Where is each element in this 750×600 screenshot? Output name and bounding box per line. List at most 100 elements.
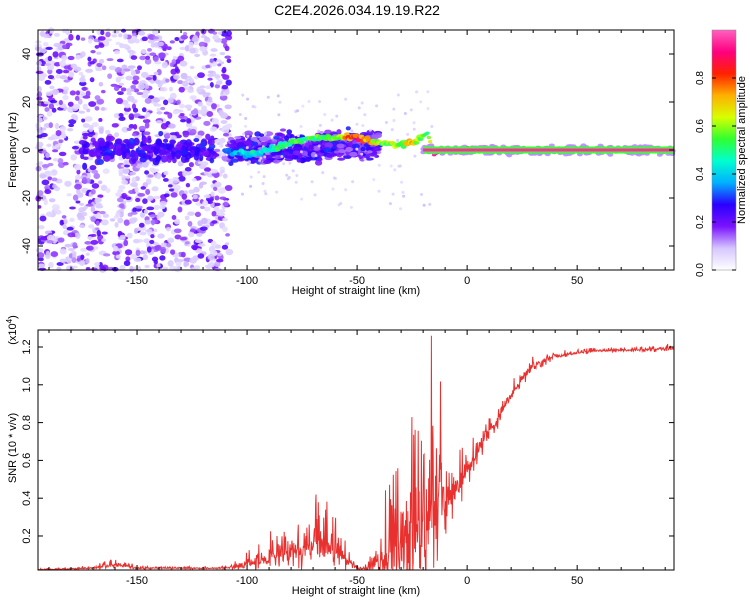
spectrogram-cell [244, 124, 248, 128]
spectrogram-cell [159, 86, 168, 92]
spectrogram-cell [136, 91, 144, 96]
spectrogram-cell [137, 152, 145, 158]
spectrogram-cell [119, 234, 126, 239]
spectrogram-cell [131, 133, 137, 137]
spectrogram-cell [314, 154, 318, 158]
spectrogram-cell [145, 77, 153, 81]
spectrogram-cell [133, 113, 141, 117]
spectrogram-cell [98, 140, 107, 147]
spectrogram-cell [368, 128, 372, 132]
spectrogram-cell [39, 31, 46, 37]
spectrogram-cell [179, 60, 188, 67]
spectrogram-cell [94, 198, 100, 204]
spectrogram-cell [100, 30, 105, 36]
spectrogram-cell [170, 192, 178, 198]
spectrogram-cell [200, 205, 205, 210]
spectrogram-cell [61, 133, 67, 139]
spectrogram-cell [178, 86, 185, 93]
spectrogram-cell [51, 88, 59, 95]
spectrogram-cell [48, 198, 56, 203]
spectrogram-cell [133, 227, 139, 235]
spectrogram-cell [43, 42, 49, 47]
spectrogram-cell [211, 126, 218, 131]
spectrogram-cell [321, 171, 325, 175]
spectrogram-cell [126, 92, 132, 96]
spectrogram-cell [168, 123, 176, 129]
spectrogram-cell [400, 180, 404, 184]
spectrogram-cell [139, 231, 147, 236]
spectrogram-cell [300, 197, 304, 201]
spectrogram-cell [243, 140, 252, 146]
spectrogram-cell [345, 147, 353, 152]
spectrogram-cell [100, 184, 108, 191]
spectrogram-cell [212, 31, 218, 35]
spectrogram-cell [258, 159, 262, 163]
spectrogram-cell [244, 117, 248, 121]
spectrogram-cell [285, 173, 289, 177]
spectrogram-cell [260, 141, 268, 147]
spectrogram-cell [215, 80, 223, 85]
spectrogram-cell [53, 32, 60, 37]
spectrogram-cell [257, 170, 261, 174]
spectrogram-cell [214, 261, 221, 268]
spectrogram-cell [207, 77, 213, 81]
spectrogram-cell [97, 194, 104, 198]
snr-xtick-label: -100 [236, 575, 258, 587]
spectrogram-cell [179, 236, 188, 241]
spectrogram-cell [123, 33, 128, 40]
spectrogram-cell [154, 103, 162, 107]
spectrogram-cell [130, 55, 138, 60]
spectrogram-cell [80, 153, 85, 160]
spectrogram-cell [317, 129, 321, 133]
spectrogram-cell [72, 194, 79, 201]
spectrogram-cell [198, 41, 206, 48]
spectrogram-cell [344, 97, 348, 101]
spectrogram-xlabel: Height of straight line (km) [292, 285, 420, 297]
spectrogram-cell [50, 251, 59, 258]
spectrogram-cell [113, 50, 121, 55]
spectrogram-cell [144, 122, 150, 129]
spectrogram-cell [85, 68, 94, 73]
spectrogram-cell [120, 87, 127, 92]
spectrogram-cell [116, 58, 124, 63]
spectrogram-cell [117, 33, 123, 38]
spectrogram-cell [107, 73, 113, 79]
spectrogram-cell [47, 176, 53, 181]
spectrogram-cell [131, 79, 139, 85]
spectrogram-cell [167, 178, 174, 185]
spectrogram-cell [105, 188, 111, 194]
spectrogram-cell [75, 90, 81, 96]
spectrogram-cell [152, 56, 159, 62]
spectrogram-cell [121, 126, 130, 133]
spectrogram-cell [143, 209, 149, 215]
spectrogram-cell [222, 173, 228, 179]
spectrogram-cell [109, 218, 116, 222]
spectrogram-cell [74, 232, 80, 237]
spectrogram-cell [82, 206, 87, 212]
spectrogram-cell [314, 160, 323, 166]
spectrogram-cell [133, 257, 142, 262]
spectrogram-cell [170, 249, 176, 255]
spectrogram-cell [51, 107, 57, 113]
spectrogram-cell [203, 120, 211, 126]
spectrogram-cell [90, 216, 97, 222]
spectrogram-cell [210, 168, 219, 174]
spectrogram-cell [160, 122, 168, 130]
spectrogram-cell [114, 66, 123, 73]
spectrogram-cell [115, 41, 121, 46]
spectrogram-cell [225, 248, 234, 256]
spectrogram-cell [102, 168, 110, 174]
spectrogram-cell [204, 264, 212, 269]
spectrogram-cell [241, 132, 245, 136]
spectrogram-cell [196, 232, 203, 237]
spectrogram-cell [121, 151, 127, 160]
spectrogram-cell [78, 260, 86, 266]
spectrogram-cell [506, 153, 513, 158]
spectrogram-cell [372, 147, 381, 152]
spectrogram-cell [46, 110, 53, 117]
spectrogram-cell [197, 243, 206, 247]
spectrogram-cell [193, 265, 201, 270]
spectrogram-cell [89, 77, 95, 83]
spectrogram-cell [57, 43, 65, 50]
spectrogram-cell [203, 194, 211, 199]
